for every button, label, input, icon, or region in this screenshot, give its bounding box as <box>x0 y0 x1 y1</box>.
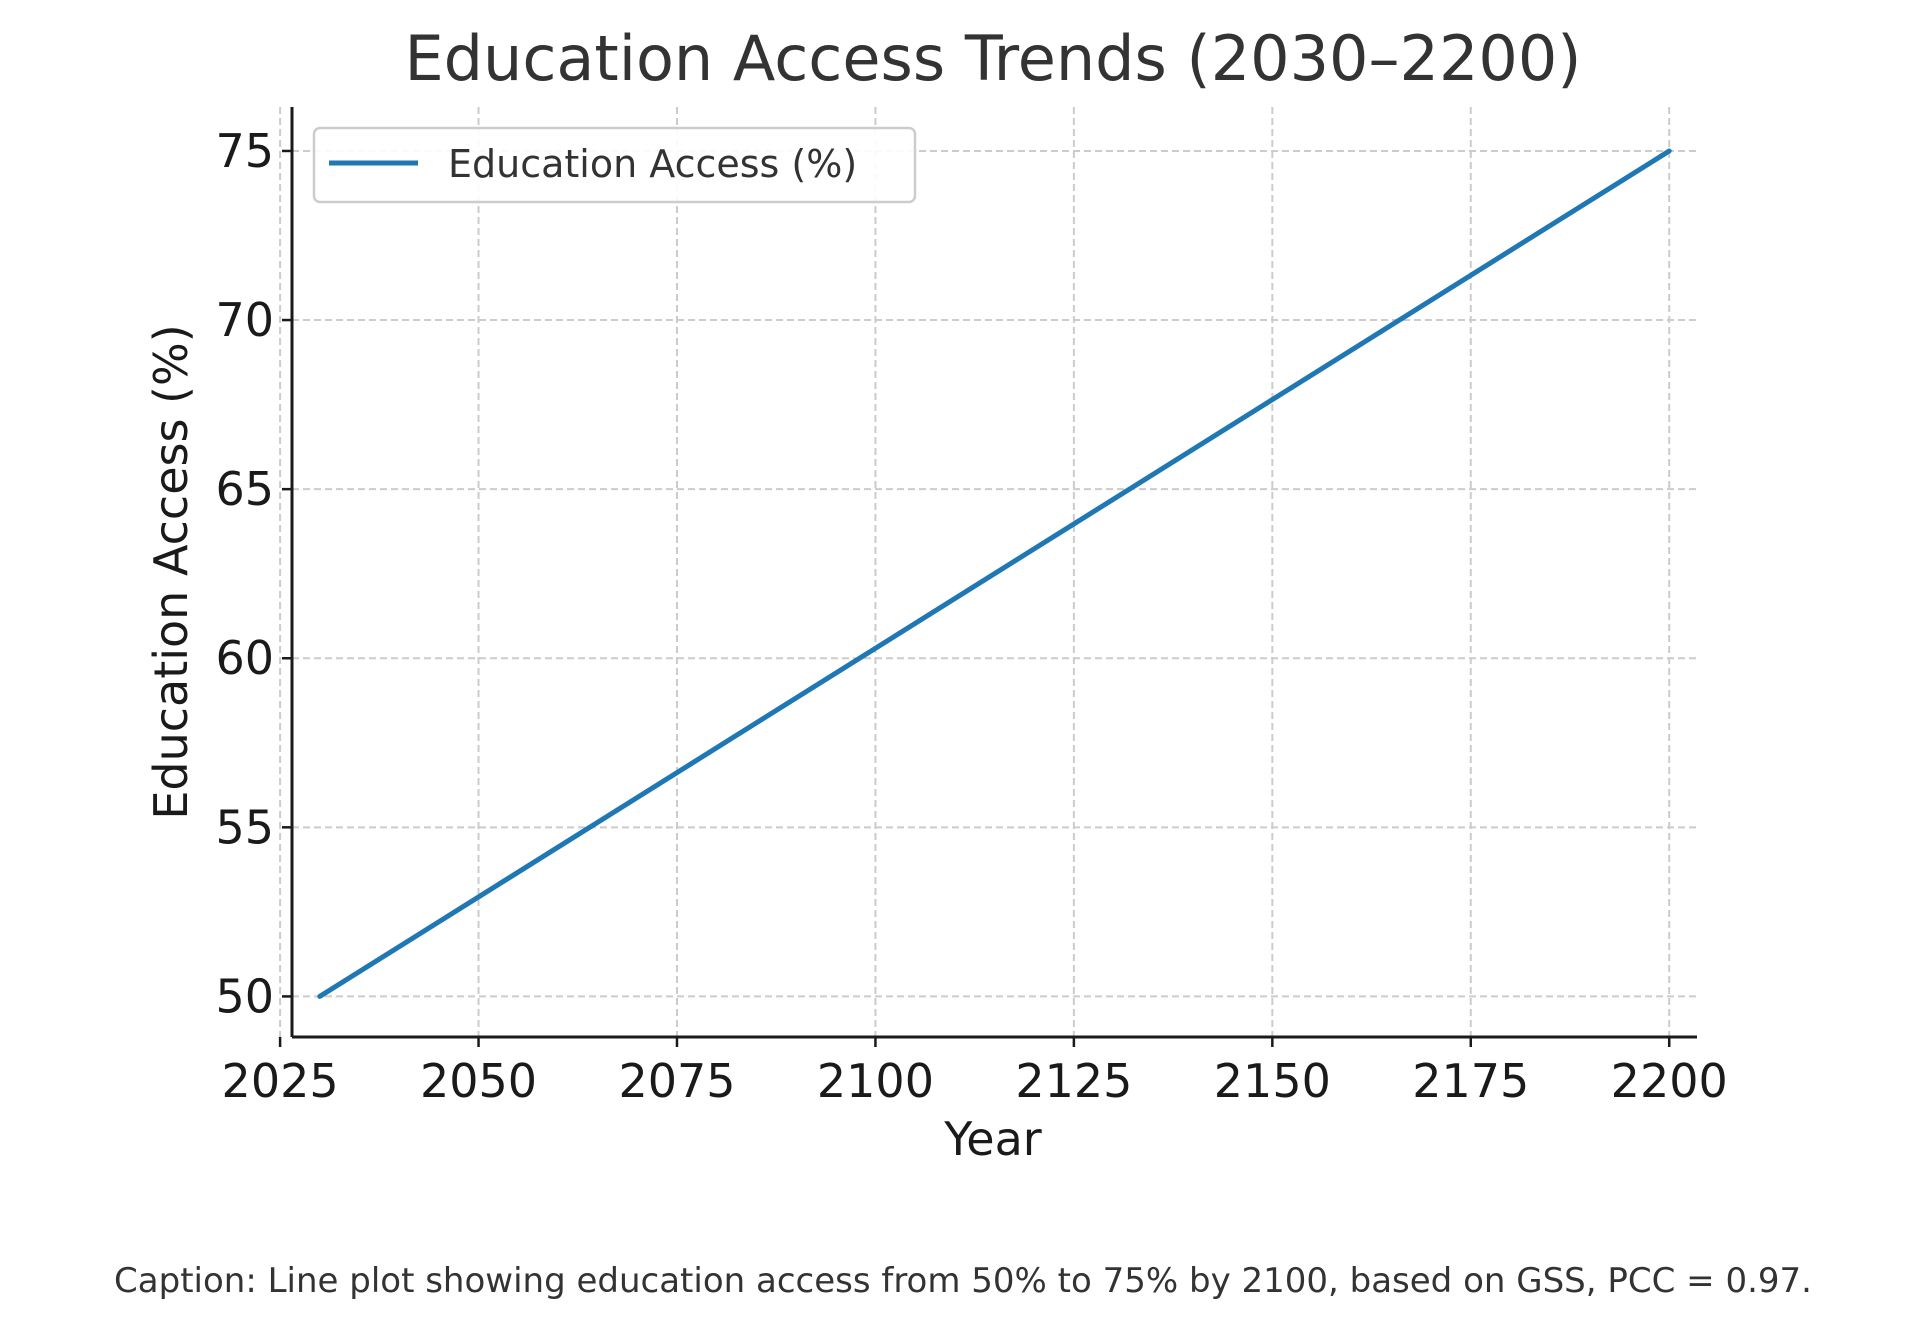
x-ticks: 2025 2050 2075 2100 2125 2150 2175 2200 <box>222 1037 1728 1108</box>
x-tick-label: 2100 <box>817 1054 934 1108</box>
y-ticks: 50 55 60 65 70 75 <box>215 124 292 1023</box>
series-line <box>317 148 1672 999</box>
y-tick-label: 65 <box>215 462 274 516</box>
x-tick-label: 2025 <box>222 1054 339 1108</box>
x-tick-label: 2200 <box>1611 1054 1728 1108</box>
legend: Education Access (%) <box>312 126 917 204</box>
grid <box>279 107 1697 1037</box>
x-axis-label: Year <box>943 1112 1041 1166</box>
y-tick-label: 55 <box>215 800 274 854</box>
axes <box>290 107 1697 1039</box>
legend-box <box>312 126 917 204</box>
y-tick-label: 60 <box>215 631 274 685</box>
caption: Caption: Line plot showing education acc… <box>114 1261 1812 1301</box>
y-tick-label: 70 <box>215 293 274 347</box>
y-tick-label: 50 <box>215 969 274 1023</box>
y-axis-label: Education Access (%) <box>144 324 198 819</box>
x-tick-label: 2150 <box>1214 1054 1331 1108</box>
x-tick-label: 2050 <box>420 1054 537 1108</box>
x-tick-label: 2075 <box>618 1054 735 1108</box>
x-tick-label: 2175 <box>1412 1054 1529 1108</box>
y-tick-label: 75 <box>215 124 274 178</box>
legend-label: Education Access (%) <box>448 142 857 186</box>
chart-title: Education Access Trends (2030–2200) <box>405 22 1582 95</box>
x-tick-label: 2125 <box>1015 1054 1132 1108</box>
series-layer <box>317 148 1672 999</box>
